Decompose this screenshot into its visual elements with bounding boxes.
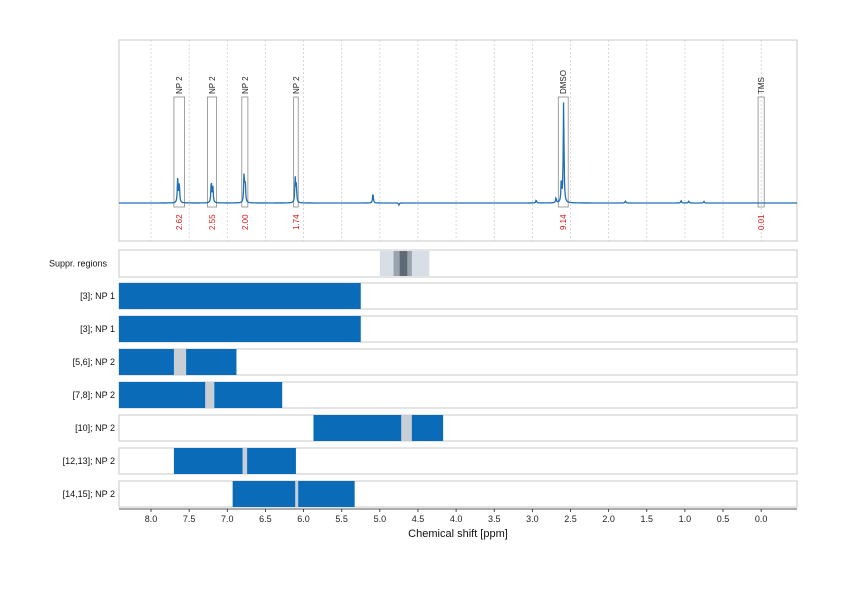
annotation-label-5: TMS — [757, 77, 766, 94]
spectrum-frame — [118, 39, 798, 242]
x-tick-label-13: 1.5 — [640, 514, 653, 524]
x-tick-label-11: 2.5 — [564, 514, 577, 524]
x-tick-label-6: 5.0 — [374, 514, 387, 524]
integral-value-0: 2.62 — [175, 214, 184, 230]
row-label-0: [3]; NP 1 — [80, 291, 115, 301]
row-label-1: [3]; NP 1 — [80, 324, 115, 334]
row-bar-0-0 — [119, 283, 361, 309]
x-tick-label-1: 7.5 — [183, 514, 196, 524]
x-tick-label-12: 2.0 — [602, 514, 615, 524]
row-label-5: [12,13]; NP 2 — [63, 456, 115, 466]
row-label-3: [7,8]; NP 2 — [73, 390, 115, 400]
annotation-label-1: NP 2 — [208, 76, 217, 94]
x-axis-title: Chemical shift [ppm] — [408, 528, 508, 540]
row-frame-6 — [118, 480, 798, 508]
x-tick-label-16: 0.0 — [755, 514, 768, 524]
row-label-6: [14,15]; NP 2 — [63, 489, 115, 499]
suppression-row-frame — [118, 249, 798, 278]
x-tick-label-10: 3.0 — [526, 514, 539, 524]
row-bar-5-0 — [173, 448, 296, 474]
row-gap-2-0 — [173, 349, 187, 375]
row-bar-6-0 — [232, 481, 355, 507]
x-tick-label-4: 6.0 — [297, 514, 310, 524]
integral-value-5: 0.01 — [757, 214, 766, 230]
row-gap-6-0 — [295, 481, 299, 507]
integral-value-3: 1.74 — [292, 214, 301, 230]
annotation-label-4: DMSO — [559, 70, 568, 94]
annotation-label-2: NP 2 — [241, 76, 250, 94]
row-label-4: [10]; NP 2 — [75, 423, 115, 433]
row-frame-4 — [118, 414, 798, 442]
annotation-box-5 — [757, 96, 765, 208]
row-bar-1-0 — [119, 316, 361, 342]
row-bar-4-0 — [313, 415, 444, 441]
x-tick-label-7: 4.5 — [412, 514, 425, 524]
annotation-label-0: NP 2 — [175, 76, 184, 94]
suppression-band-2 — [399, 251, 408, 276]
x-tick-label-5: 5.5 — [335, 514, 348, 524]
row-gap-3-0 — [205, 382, 215, 408]
annotation-box-0 — [173, 96, 185, 208]
x-tick-label-2: 7.0 — [221, 514, 234, 524]
x-tick-label-3: 6.5 — [259, 514, 272, 524]
annotation-box-1 — [207, 96, 218, 208]
row-label-2: [5,6]; NP 2 — [73, 357, 115, 367]
suppression-row-label: Suppr. regions — [49, 259, 108, 269]
annotation-label-3: NP 2 — [292, 76, 301, 94]
integral-value-2: 2.00 — [241, 214, 250, 230]
integral-value-4: 9.14 — [559, 214, 568, 230]
spectrum-line — [119, 102, 797, 207]
x-tick-label-15: 0.5 — [717, 514, 730, 524]
row-gap-4-0 — [401, 415, 412, 441]
annotation-box-2 — [241, 96, 249, 208]
row-gap-5-0 — [242, 448, 248, 474]
row-bar-3-0 — [119, 382, 283, 408]
x-tick-label-0: 8.0 — [145, 514, 158, 524]
annotation-box-3 — [293, 96, 299, 208]
x-tick-label-8: 4.0 — [450, 514, 463, 524]
x-tick-label-14: 1.0 — [679, 514, 692, 524]
annotation-box-4 — [557, 96, 569, 208]
x-tick-label-9: 3.5 — [488, 514, 501, 524]
integral-value-1: 2.55 — [208, 214, 217, 230]
